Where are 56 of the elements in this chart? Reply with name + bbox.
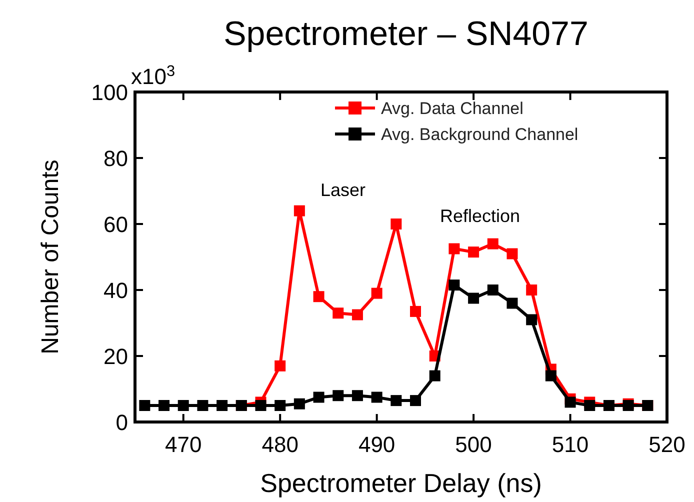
point — [255, 400, 266, 411]
text: x10$^{3}$ — [131, 62, 176, 89]
y-tick-label: 0 — [116, 410, 128, 435]
point — [545, 370, 556, 382]
point — [352, 390, 363, 402]
point — [584, 400, 596, 411]
point — [526, 284, 538, 296]
point — [468, 246, 480, 258]
y-tick-label: 40 — [104, 278, 128, 303]
point — [506, 298, 518, 309]
legend-label: Avg. Background Channel — [381, 125, 578, 144]
y-tick-label: 80 — [104, 146, 128, 171]
x-axis-title: Spectrometer Delay (ns) — [260, 468, 542, 498]
x-tick-label: 470 — [165, 432, 202, 457]
point — [410, 306, 422, 317]
point — [332, 390, 344, 402]
point — [506, 248, 518, 260]
x-tick-label: 520 — [648, 432, 686, 457]
point — [429, 370, 440, 382]
point — [390, 395, 402, 406]
point — [139, 400, 150, 411]
point — [468, 292, 480, 304]
y-tick-label: 100 — [91, 80, 128, 105]
point — [352, 309, 363, 320]
point — [487, 284, 498, 296]
y-axis-title: Number of Counts — [37, 160, 64, 354]
point — [332, 308, 344, 319]
x-tick-label: 510 — [552, 432, 589, 457]
point — [448, 243, 460, 254]
y-tick-label: 20 — [104, 344, 128, 369]
annotation: Reflection — [440, 206, 520, 226]
point — [410, 395, 422, 406]
point — [371, 392, 382, 403]
y-tick-label: 60 — [104, 212, 128, 237]
point — [564, 396, 576, 408]
annotation: Laser — [320, 180, 366, 200]
x-tick-label: 490 — [358, 432, 396, 457]
point — [371, 288, 382, 299]
point — [526, 314, 538, 326]
point — [294, 398, 305, 410]
chart-title: Spectrometer – SN4077 — [224, 15, 588, 53]
point — [274, 360, 286, 372]
point — [216, 400, 228, 411]
point — [294, 205, 305, 216]
point — [274, 400, 286, 411]
point — [448, 280, 460, 291]
point — [390, 218, 402, 230]
point — [158, 400, 170, 411]
point — [178, 400, 189, 411]
point — [197, 400, 208, 411]
point — [487, 238, 498, 250]
x-tick-label: 480 — [262, 432, 298, 457]
legend-label: Avg. Data Channel — [381, 99, 524, 118]
x-tick-label: 500 — [455, 432, 492, 457]
point — [313, 392, 324, 403]
point — [313, 291, 324, 302]
